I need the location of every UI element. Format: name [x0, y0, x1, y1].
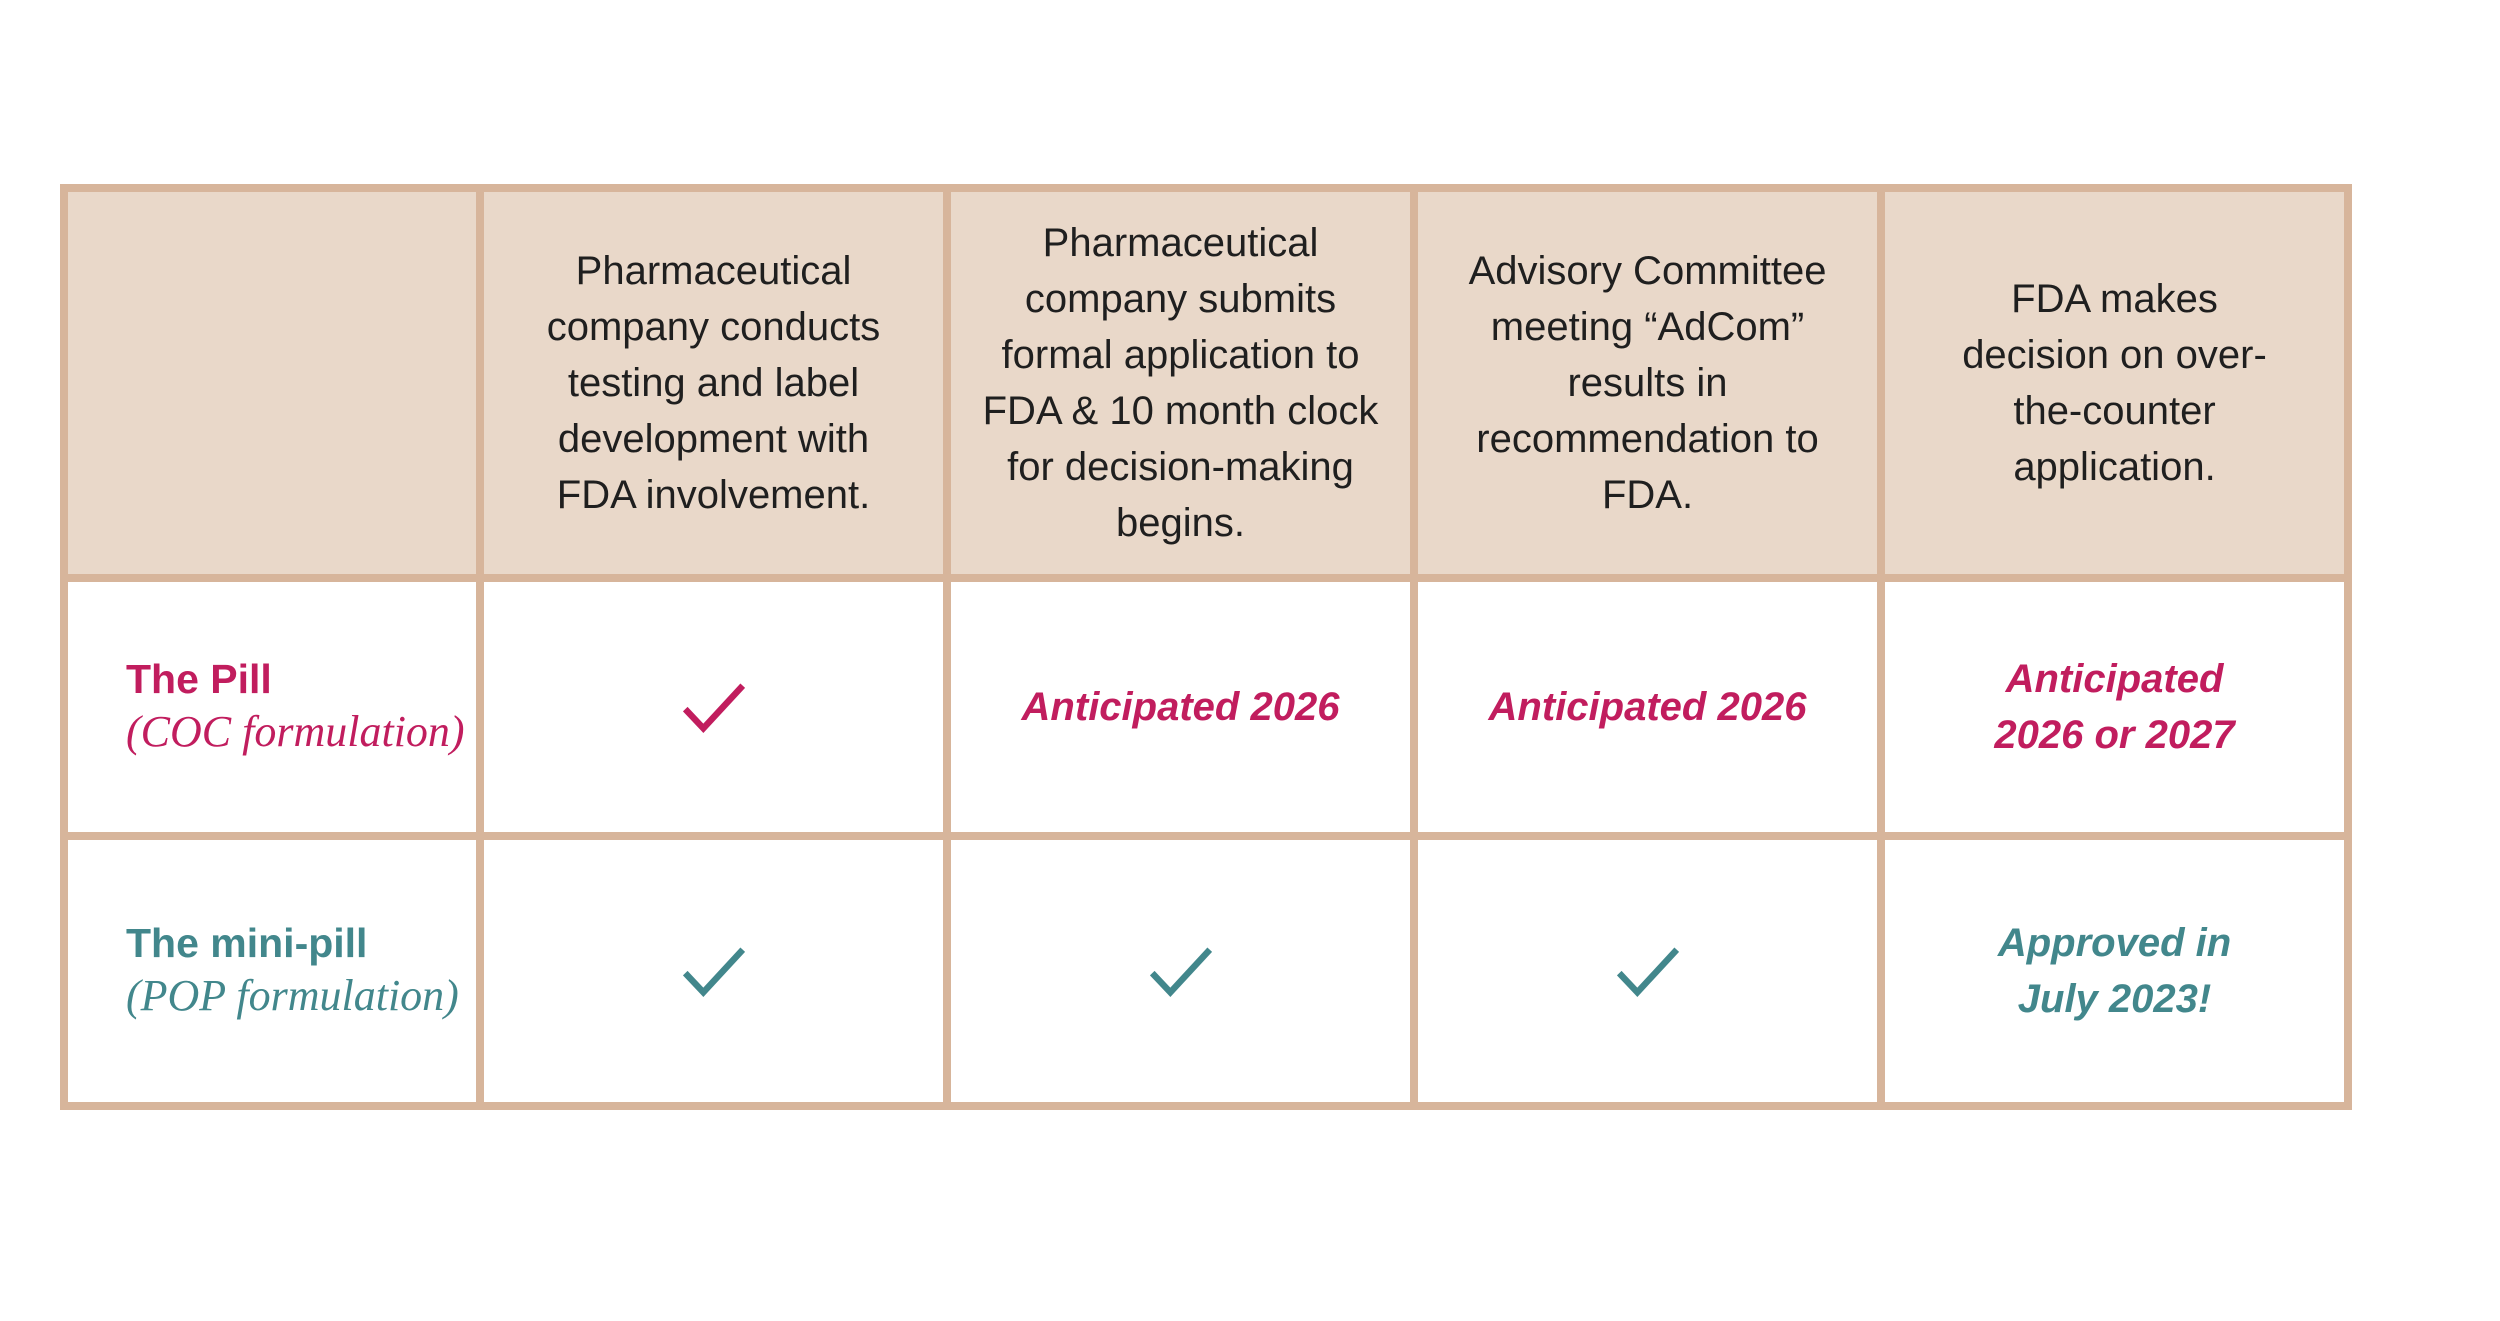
row-title-the-mini-pill: The mini-pill — [126, 920, 368, 966]
status-text: Anticipated 2026 — [1021, 685, 1340, 729]
header-cell-application: Pharmaceutical company submits formal ap… — [951, 192, 1410, 574]
cell-pill-testing — [484, 582, 943, 832]
checkmark-icon — [1616, 947, 1679, 997]
status-text: Anticipated 2026 or 2027 — [1994, 651, 2234, 763]
checkmark-icon — [682, 947, 745, 997]
header-text-testing: Pharmaceutical company conducts testing … — [546, 249, 881, 517]
status-line-2: 2026 or 2027 — [1994, 713, 2235, 757]
row-formulation-pop: (POP formulation) — [126, 971, 459, 1020]
cell-minipill-application — [951, 840, 1410, 1102]
cell-pill-adcom: Anticipated 2026 — [1418, 582, 1877, 832]
header-cell-decision: FDA makes decision on over-the-counter a… — [1885, 192, 2344, 574]
cell-pill-decision: Anticipated 2026 or 2027 — [1885, 582, 2344, 832]
status-line-1: Anticipated — [2005, 657, 2224, 701]
cell-minipill-adcom — [1418, 840, 1877, 1102]
header-text-application: Pharmaceutical company submits formal ap… — [982, 221, 1379, 545]
status-text: Anticipated 2026 — [1488, 685, 1807, 729]
header-text-adcom: Advisory Committee meeting “AdCom” resul… — [1468, 249, 1827, 517]
checkmark-icon — [1149, 947, 1212, 997]
header-cell-empty — [68, 192, 476, 574]
status-line-1: Approved in — [1997, 921, 2232, 965]
row-title-the-pill: The Pill — [126, 656, 272, 702]
cell-minipill-decision: Approved in July 2023! — [1885, 840, 2344, 1102]
row-label-the-pill: The Pill (COC formulation) — [68, 582, 476, 832]
status-line-2: July 2023! — [2017, 977, 2212, 1021]
cell-pill-application: Anticipated 2026 — [951, 582, 1410, 832]
checkmark-icon — [682, 683, 745, 733]
header-text-decision: FDA makes decision on over-the-counter a… — [1962, 277, 2267, 489]
cell-minipill-testing — [484, 840, 943, 1102]
header-cell-testing: Pharmaceutical company conducts testing … — [484, 192, 943, 574]
header-cell-adcom: Advisory Committee meeting “AdCom” resul… — [1418, 192, 1877, 574]
row-label-the-mini-pill: The mini-pill (POP formulation) — [68, 840, 476, 1102]
status-text: Approved in July 2023! — [1998, 915, 2231, 1027]
row-formulation-coc: (COC formulation) — [126, 707, 465, 756]
otc-approval-timeline-table: Pharmaceutical company conducts testing … — [60, 184, 2352, 1110]
